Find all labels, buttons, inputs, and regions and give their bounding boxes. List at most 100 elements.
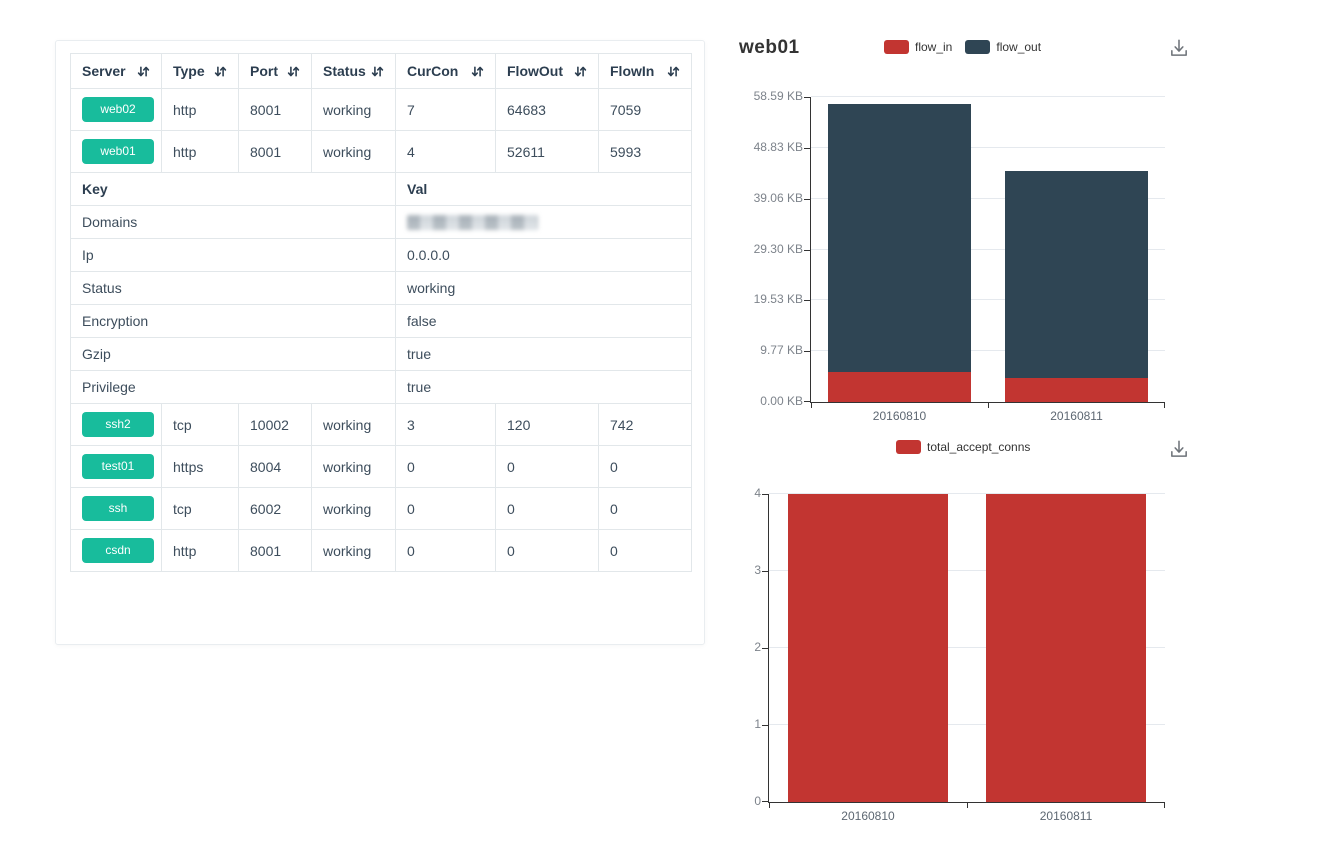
flowout-cell: 64683 xyxy=(495,88,599,131)
legend-label: total_accept_conns xyxy=(927,440,1031,454)
server-table: Server Type Port Status CurCon FlowOut FlowIn … xyxy=(70,53,692,572)
status-cell: working xyxy=(311,130,396,173)
x-axis-label: 20160810 xyxy=(841,809,895,823)
gridline xyxy=(811,146,1165,148)
flow-stacked-bar-chart: 0.00 KB 9.77 KB 19.53 KB 29.30 KB 39.06 KB 48… xyxy=(754,89,1165,423)
column-header-status[interactable]: Status xyxy=(311,53,396,89)
gridline xyxy=(811,248,1165,250)
legend-item-flow-in[interactable]: flow_in xyxy=(884,40,952,54)
curcon-cell: 0 xyxy=(395,529,496,572)
legend-item-flow-out[interactable]: flow_out xyxy=(965,40,1041,54)
total-accept-conns-swatch-icon xyxy=(896,440,921,454)
flowout-cell: 0 xyxy=(495,529,599,572)
x-axis-tick xyxy=(1164,803,1165,808)
gridline xyxy=(811,299,1165,301)
column-header-flowout[interactable]: FlowOut xyxy=(495,53,599,89)
port-cell: 8001 xyxy=(238,88,312,131)
save-image-icon[interactable] xyxy=(1168,438,1190,460)
status-cell: working xyxy=(311,445,396,488)
port-cell: 10002 xyxy=(238,403,312,446)
flow-chart-legend: flow_in flow_out xyxy=(884,40,1054,54)
column-header-port[interactable]: Port xyxy=(238,53,312,89)
status-cell: working xyxy=(311,403,396,446)
y-axis-tick xyxy=(804,249,810,251)
column-header-curcon[interactable]: CurCon xyxy=(395,53,496,89)
y-axis-label: 4 xyxy=(754,486,761,500)
server-button-test01[interactable]: test01 xyxy=(82,454,154,479)
total-accept-conns-bar-chart: 0 1 2 3 4 20160810 20160811 xyxy=(754,486,1165,823)
column-header-label: Status xyxy=(323,63,366,79)
server-button-ssh2[interactable]: ssh2 xyxy=(82,412,154,437)
flow-out-swatch-icon xyxy=(965,40,991,54)
kv-val-cell: true xyxy=(395,337,692,371)
server-row: test01 https 8004 working 0 0 0 xyxy=(70,445,692,488)
gridline xyxy=(769,570,1165,571)
kv-key-cell: Status xyxy=(70,271,396,305)
server-name-cell: web02 xyxy=(70,88,162,131)
server-button-web02[interactable]: web02 xyxy=(82,97,154,122)
bar-flow_in xyxy=(828,371,971,402)
type-cell: tcp xyxy=(161,403,239,446)
kv-header-row: Key Val xyxy=(70,172,692,206)
flow-in-swatch-icon xyxy=(884,40,909,54)
port-cell: 8001 xyxy=(238,529,312,572)
flowin-cell: 0 xyxy=(598,529,692,572)
column-header-label: Server xyxy=(82,63,126,79)
bar-total_accept_conns xyxy=(788,494,948,802)
y-axis-tick xyxy=(762,801,768,802)
sort-icon xyxy=(471,65,484,77)
chart-title: web01 xyxy=(739,37,800,58)
y-axis-tick xyxy=(804,300,810,302)
status-cell: working xyxy=(311,487,396,530)
server-button-web01[interactable]: web01 xyxy=(82,139,154,164)
gridline xyxy=(769,647,1165,648)
server-row: web02 http 8001 working 7 64683 7059 xyxy=(70,88,692,131)
bar-flow_in xyxy=(1005,378,1148,402)
gridline xyxy=(811,96,1165,97)
server-name-cell: ssh xyxy=(70,487,162,530)
server-button-ssh[interactable]: ssh xyxy=(82,496,154,521)
legend-item-total-accept-conns[interactable]: total_accept_conns xyxy=(896,440,1030,454)
type-cell: tcp xyxy=(161,487,239,530)
curcon-cell: 7 xyxy=(395,88,496,131)
kv-val-cell xyxy=(395,205,692,239)
column-header-content: FlowIn xyxy=(610,63,680,79)
kv-row: Status working xyxy=(70,271,692,305)
table-header-row: Server Type Port Status CurCon FlowOut FlowIn xyxy=(70,53,692,89)
y-axis-tick xyxy=(762,571,768,572)
server-button-csdn[interactable]: csdn xyxy=(82,538,154,563)
y-axis-label: 48.83 KB xyxy=(753,139,803,154)
status-cell: working xyxy=(311,88,396,131)
server-name-cell: csdn xyxy=(70,529,162,572)
server-name-cell: ssh2 xyxy=(70,403,162,446)
column-header-content: Port xyxy=(250,63,300,79)
column-header-type[interactable]: Type xyxy=(161,53,239,89)
server-name-cell: test01 xyxy=(70,445,162,488)
column-header-content: FlowOut xyxy=(507,63,587,79)
y-axis-label: 1 xyxy=(754,717,761,731)
curcon-cell: 0 xyxy=(395,487,496,530)
column-header-flowin[interactable]: FlowIn xyxy=(598,53,692,89)
column-header-label: FlowOut xyxy=(507,63,563,79)
column-header-content: Type xyxy=(173,63,227,79)
sort-icon xyxy=(137,65,150,77)
gridline xyxy=(811,197,1165,199)
legend-label: flow_out xyxy=(996,40,1042,54)
kv-row: Ip 0.0.0.0 xyxy=(70,238,692,272)
kv-key-cell: Domains xyxy=(70,205,396,239)
y-axis-tick xyxy=(804,401,810,402)
column-header-server[interactable]: Server xyxy=(70,53,162,89)
kv-row: Privilege true xyxy=(70,370,692,404)
server-row: ssh tcp 6002 working 0 0 0 xyxy=(70,487,692,530)
type-cell: http xyxy=(161,529,239,572)
kv-row: Domains xyxy=(70,205,692,239)
flowout-cell: 120 xyxy=(495,403,599,446)
y-axis-label: 58.59 KB xyxy=(753,89,803,103)
flowin-cell: 742 xyxy=(598,403,692,446)
curcon-cell: 0 xyxy=(395,445,496,488)
flowout-cell: 52611 xyxy=(495,130,599,173)
conns-chart-legend: total_accept_conns xyxy=(896,440,1043,454)
curcon-cell: 4 xyxy=(395,130,496,173)
save-image-icon[interactable] xyxy=(1168,37,1190,59)
sort-icon xyxy=(214,65,227,77)
